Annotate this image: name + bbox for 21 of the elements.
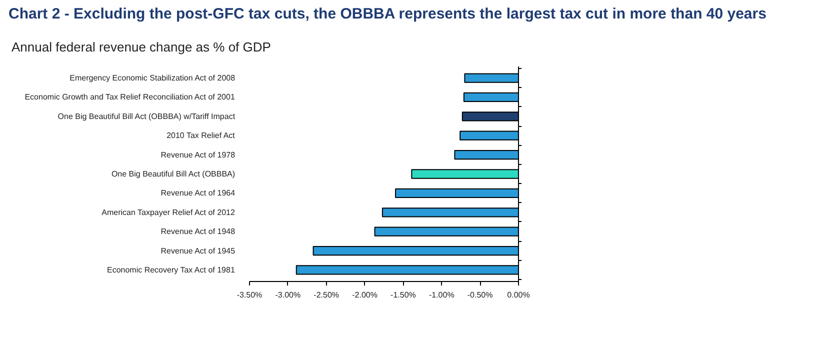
y-tick-label: Economic Growth and Tax Relief Reconciliation Act of 2001 bbox=[24, 92, 236, 102]
y-tick-label: Revenue Act of 1945 bbox=[160, 246, 236, 256]
chart-title: Chart 2 - Excluding the post-GFC tax cuts, the OBBBA represents the largest tax cut in more than 40 years bbox=[8, 6, 766, 22]
x-tick-label: 0.00% bbox=[507, 290, 530, 300]
y-tick-label: Revenue Act of 1948 bbox=[160, 227, 236, 236]
y-tick-label: One Big Beautiful Bill Act (OBBBA) bbox=[111, 170, 236, 178]
y-tick-label: American Taxpayer Relief Act of 2012 bbox=[102, 208, 236, 217]
x-tick-label: -3.50% bbox=[236, 290, 262, 300]
y-tick-label: Revenue Act of 1978 bbox=[160, 150, 236, 160]
x-tick-label: -2.50% bbox=[314, 290, 340, 300]
x-tick-label: -1.00% bbox=[428, 290, 454, 300]
y-tick-label: One Big Beautiful Bill Act (OBBBA) w/Tariff Impact bbox=[58, 112, 236, 121]
x-tick-label: -1.50% bbox=[390, 290, 416, 300]
y-tick-label: Revenue Act of 1964 bbox=[160, 188, 236, 198]
y-tick-label: Economic Recovery Tax Act of 1981 bbox=[106, 265, 236, 274]
x-tick-label: -2.00% bbox=[352, 290, 378, 300]
text: Annual federal revenue change as % of GDP bbox=[12, 40, 271, 54]
y-tick-label: 2010 Tax Relief Act bbox=[166, 131, 236, 140]
x-tick-label: -0.50% bbox=[467, 290, 493, 300]
y-tick-label: Emergency Economic Stabilization Act of 2008 bbox=[70, 74, 236, 83]
x-tick-label: -3.00% bbox=[275, 290, 301, 300]
